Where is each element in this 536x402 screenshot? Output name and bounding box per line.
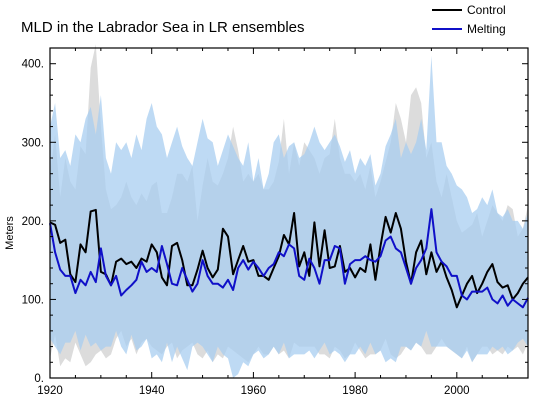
chart-title: MLD in the Labrador Sea in LR ensembles xyxy=(21,19,305,36)
bands-layer xyxy=(50,44,528,379)
y-tick-label: 400. xyxy=(22,59,44,71)
x-tick-label: 1940 xyxy=(139,385,165,397)
plot-frame xyxy=(49,47,529,379)
x-tick-label: 2000 xyxy=(444,385,470,397)
x-tick-label: 1980 xyxy=(342,385,368,397)
legend-control-label: Control xyxy=(467,3,506,17)
melting-series-line xyxy=(49,208,529,309)
y-axis-label: Meters xyxy=(4,216,16,250)
legend: Control Melting xyxy=(432,3,506,36)
y-tick-label: 0. xyxy=(34,373,44,385)
ticks-layer: 0. 100. 200. 300. 400. 1920 1940 1960 1980 2000 xyxy=(22,48,528,397)
y-tick-label: 300. xyxy=(22,137,44,149)
x-tick-label: 1920 xyxy=(37,385,63,397)
y-tick-label: 100. xyxy=(22,294,44,306)
lines-layer xyxy=(49,208,529,309)
y-tick-label: 200. xyxy=(22,216,44,228)
x-tick-label: 1960 xyxy=(241,385,267,397)
melting-spread-band xyxy=(50,55,528,379)
legend-melting-label: Melting xyxy=(467,22,506,36)
